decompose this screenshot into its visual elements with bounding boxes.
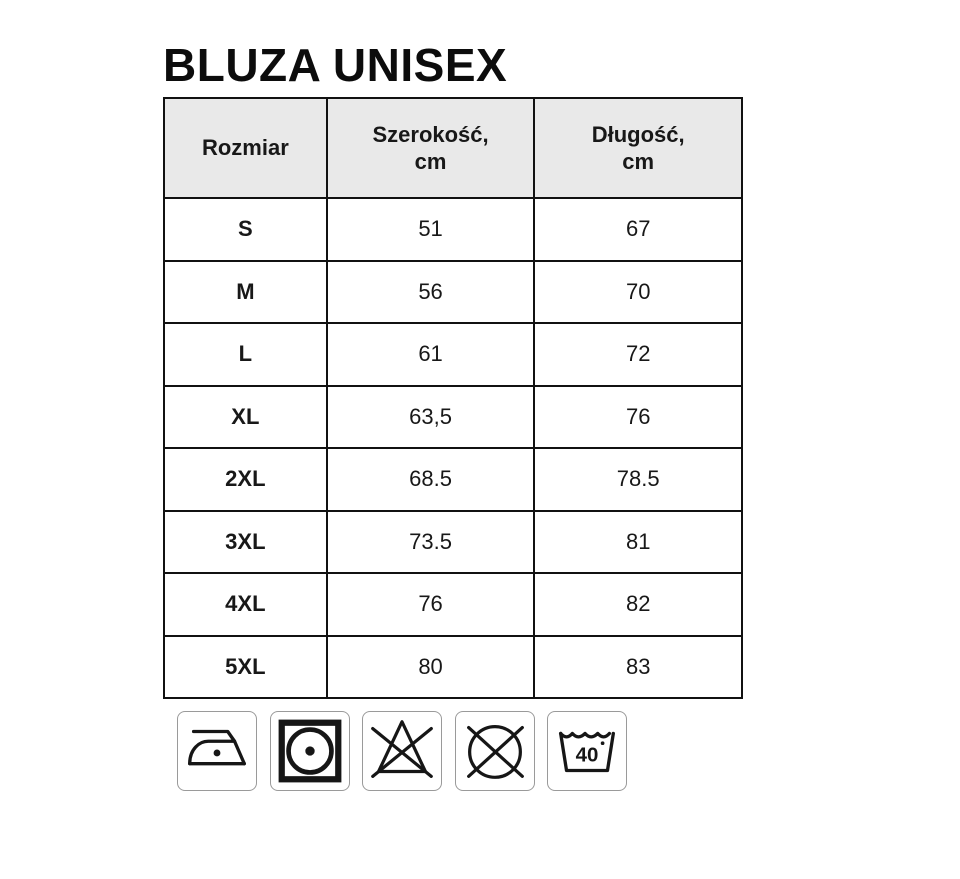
svg-text:40: 40 [576,744,599,767]
